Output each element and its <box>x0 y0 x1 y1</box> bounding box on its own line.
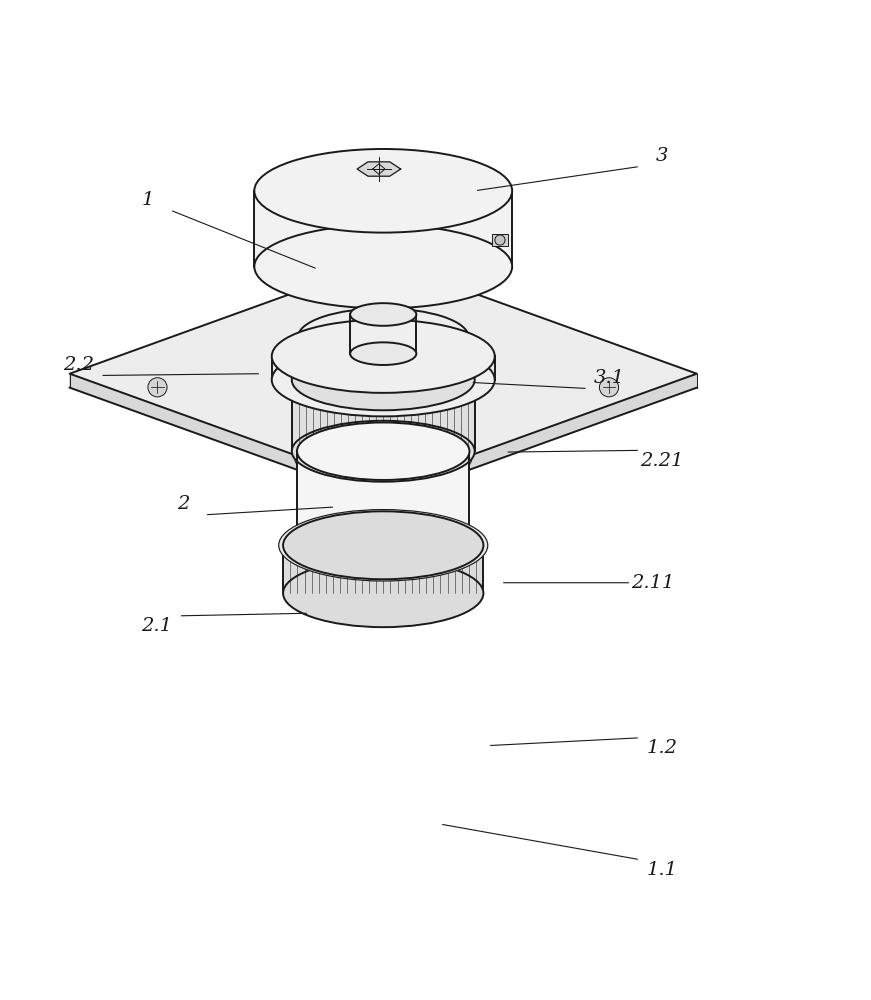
Polygon shape <box>70 260 697 487</box>
Text: 2.21: 2.21 <box>640 452 684 470</box>
Ellipse shape <box>350 342 416 365</box>
Ellipse shape <box>272 343 495 416</box>
FancyBboxPatch shape <box>492 234 508 246</box>
Ellipse shape <box>272 320 495 393</box>
Ellipse shape <box>318 315 449 359</box>
Ellipse shape <box>292 421 475 482</box>
Polygon shape <box>389 169 401 195</box>
Circle shape <box>148 378 167 397</box>
Ellipse shape <box>318 368 449 411</box>
Polygon shape <box>357 162 401 176</box>
Polygon shape <box>283 545 483 593</box>
Ellipse shape <box>254 149 512 233</box>
Ellipse shape <box>297 422 469 480</box>
Polygon shape <box>357 169 368 195</box>
Ellipse shape <box>298 439 469 497</box>
Ellipse shape <box>297 517 469 574</box>
Polygon shape <box>272 356 495 380</box>
Circle shape <box>380 452 399 472</box>
Polygon shape <box>298 337 469 468</box>
Ellipse shape <box>283 559 483 627</box>
Text: 2.11: 2.11 <box>631 574 675 592</box>
Ellipse shape <box>279 510 488 581</box>
Polygon shape <box>70 374 383 501</box>
Polygon shape <box>292 380 475 451</box>
Circle shape <box>358 283 377 302</box>
Text: 1.2: 1.2 <box>646 739 678 757</box>
Ellipse shape <box>283 511 483 579</box>
Circle shape <box>495 235 505 245</box>
Ellipse shape <box>254 225 512 308</box>
Polygon shape <box>350 314 416 354</box>
Text: 1: 1 <box>142 191 154 209</box>
Polygon shape <box>297 451 469 545</box>
Polygon shape <box>383 374 697 501</box>
Ellipse shape <box>292 349 475 410</box>
Ellipse shape <box>350 303 416 326</box>
Text: 1.1: 1.1 <box>646 861 678 879</box>
Text: 2: 2 <box>177 495 189 513</box>
Text: 2.1: 2.1 <box>141 617 172 635</box>
Circle shape <box>599 378 618 397</box>
Ellipse shape <box>298 308 469 366</box>
Text: 3.1: 3.1 <box>594 369 625 387</box>
Polygon shape <box>254 191 512 267</box>
Text: 3: 3 <box>656 147 668 165</box>
Text: 2.2: 2.2 <box>63 356 94 374</box>
Polygon shape <box>368 176 389 195</box>
